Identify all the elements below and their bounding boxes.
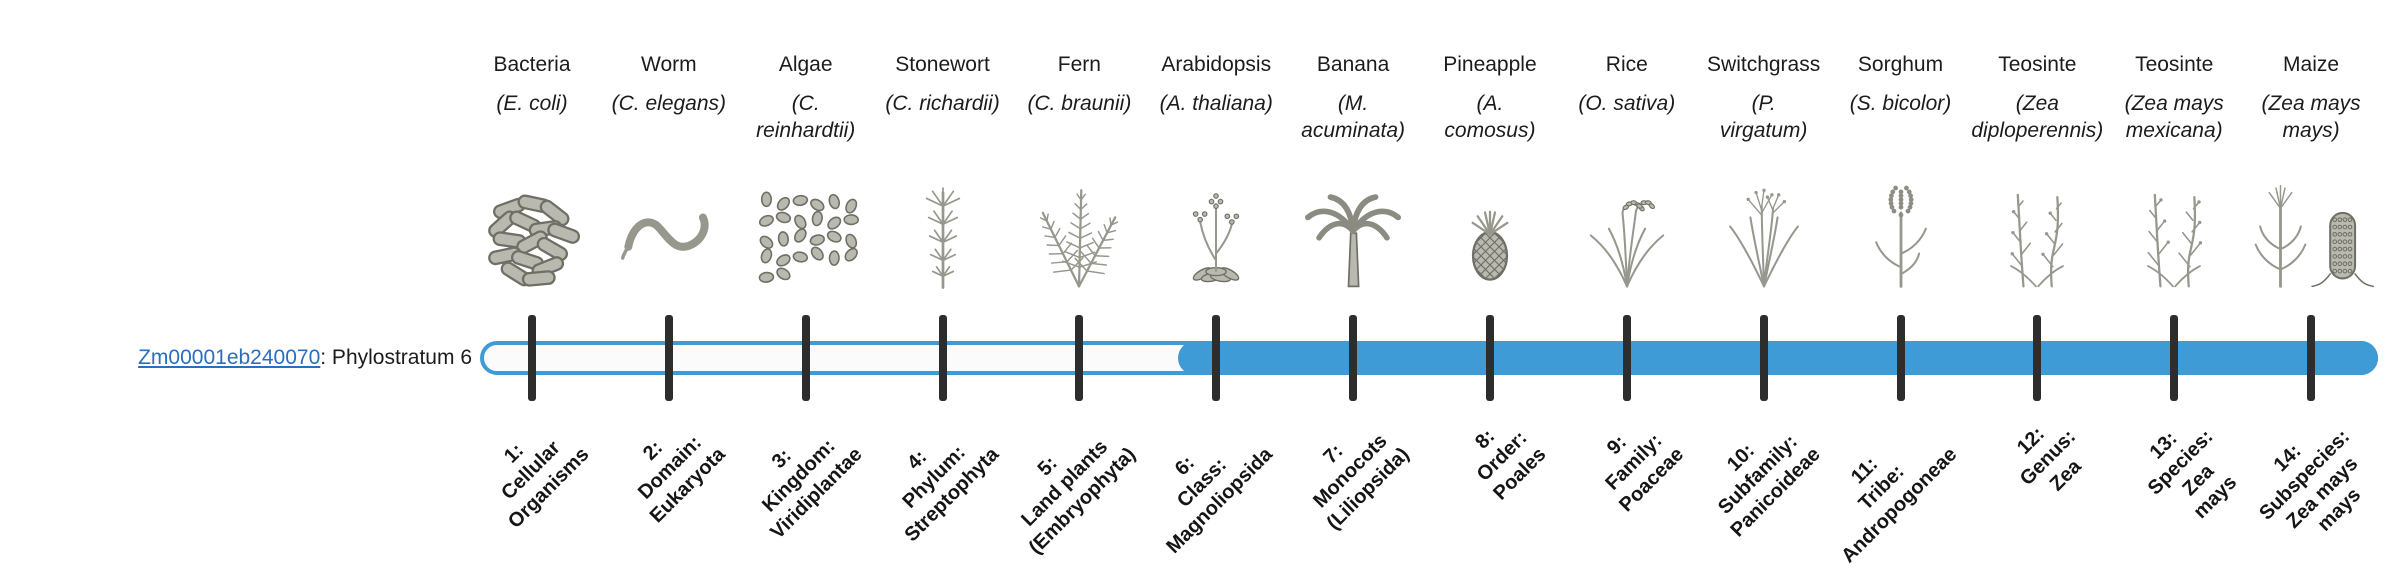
phylostratum-axis-label: 9: Family: Poaceae xyxy=(1601,429,1688,517)
species-common-name: Rice xyxy=(1605,53,1648,76)
species-scientific-name: (Zea diploperennis) xyxy=(1971,92,2104,142)
pineapple-icon xyxy=(1433,179,1546,297)
phylostratum-tick xyxy=(1896,315,1905,401)
species-common-name: Sorghum xyxy=(1857,53,1944,76)
phylostratum-axis-label: 3: Kingdom: Viridiplantae xyxy=(758,435,867,544)
species-common-name: Bacteria xyxy=(493,53,571,76)
species-common-name: Stonewort xyxy=(895,53,990,76)
phylostratum-axis-label: 6: Class: Magnoliopsida xyxy=(1162,443,1278,558)
species-scientific-name: (C. richardii) xyxy=(885,92,1000,116)
phylostratum-axis-label: 7: Monocots (Liliopsida) xyxy=(1309,430,1414,535)
arabidopsis-icon xyxy=(1160,179,1273,297)
phylostratum-axis-label: 12: Genus: Zea xyxy=(2013,422,2086,496)
gene-phylostratum-text: : Phylostratum 6 xyxy=(320,346,472,369)
algae-icon xyxy=(749,179,862,297)
species-header: Arabidopsis (A. thaliana) xyxy=(1125,52,1307,118)
species-scientific-name: (E. coli) xyxy=(496,92,568,116)
species-scientific-name: (S. bicolor) xyxy=(1849,92,1952,116)
species-common-name: Arabidopsis xyxy=(1161,53,1272,76)
stonewort-icon xyxy=(886,179,999,297)
species-common-name: Fern xyxy=(1057,53,1101,76)
phylostratum-tick xyxy=(1759,315,1768,401)
phylostratum-axis-label: 8: Order: Poales xyxy=(1471,425,1551,505)
species-header: Banana (M. acuminata) xyxy=(1262,52,1444,144)
phylostratum-axis-label: 10: Subfamily: Panicoideae xyxy=(1714,431,1825,542)
gene-label: Zm00001eb240070: Phylostratum 6 xyxy=(40,346,472,370)
worm-icon xyxy=(612,179,725,297)
phylostratum-tick xyxy=(1622,315,1631,401)
species-header: Maize (Zea mays mays) xyxy=(2220,52,2400,144)
phylostratum-tick xyxy=(1075,315,1084,401)
species-common-name: Maize xyxy=(2283,53,2340,76)
species-scientific-name: (O. sativa) xyxy=(1578,92,1676,116)
phylostratum-axis-label: 13: Species: Zea mays xyxy=(2143,425,2242,524)
species-common-name: Algae xyxy=(778,53,833,76)
species-header: Bacteria (E. coli) xyxy=(441,52,623,118)
phylostratum-tick xyxy=(2307,315,2316,401)
species-scientific-name: (Zea mays mexicana) xyxy=(2124,92,2224,142)
banana-icon xyxy=(1297,179,1410,297)
sorghum-icon xyxy=(1844,179,1957,297)
species-header: Rice (O. sativa) xyxy=(1536,52,1718,118)
phylostratum-axis-label: 4: Phylum: Streptophyta xyxy=(898,441,1004,546)
gene-id-link[interactable]: Zm00001eb240070 xyxy=(138,346,321,369)
species-scientific-name: (A. comosus) xyxy=(1444,92,1536,142)
maize-icon xyxy=(2242,179,2380,297)
species-header: Teosinte (Zea diploperennis) xyxy=(1946,52,2128,144)
bacteria-icon xyxy=(476,179,589,297)
phylostratum-tick xyxy=(938,315,947,401)
phylostratum-tick xyxy=(1349,315,1358,401)
species-header: Pineapple (A. comosus) xyxy=(1399,52,1581,144)
species-scientific-name: (A. thaliana) xyxy=(1159,92,1273,116)
phylostratum-tick xyxy=(1212,315,1221,401)
species-header: Fern (C. braunii) xyxy=(988,52,1170,118)
species-common-name: Pineapple xyxy=(1443,53,1537,76)
phylostratum-axis-label: 11: Tribe: Andropogoneae xyxy=(1837,443,1962,568)
phylostratum-axis-label: 2: Domain: Eukaryota xyxy=(634,431,730,528)
phylostratum-tick xyxy=(664,315,673,401)
species-scientific-name: (C. reinhardtii) xyxy=(756,92,856,142)
fern-icon xyxy=(1023,179,1136,297)
species-scientific-name: (C. braunii) xyxy=(1027,92,1132,116)
species-header: Switchgrass (P. virgatum) xyxy=(1673,52,1855,144)
phylostratum-tick xyxy=(2170,315,2179,401)
phylostratum-axis-label: 5: Land plants (Embryophyta) xyxy=(1017,436,1141,559)
species-scientific-name: (M. acuminata) xyxy=(1301,92,1406,142)
species-common-name: Teosinte xyxy=(2135,53,2214,76)
species-header: Sorghum (S. bicolor) xyxy=(1810,52,1992,118)
species-common-name: Banana xyxy=(1316,53,1390,76)
species-header: Algae (C. reinhardtii) xyxy=(715,52,897,144)
phylostratum-tick xyxy=(801,315,810,401)
species-common-name: Switchgrass xyxy=(1707,53,1821,76)
species-scientific-name: (C. elegans) xyxy=(611,92,727,116)
timeline-filled-segment xyxy=(1178,341,2378,375)
species-header: Stonewort (C. richardii) xyxy=(852,52,1034,118)
species-scientific-name: (Zea mays mays) xyxy=(2261,92,2361,142)
species-header: Worm (C. elegans) xyxy=(578,52,760,118)
phylostratum-tick xyxy=(2033,315,2042,401)
rice-icon xyxy=(1570,179,1683,297)
phylostratum-axis-label: 14: Subspecies: Zea mays mays xyxy=(2255,425,2366,536)
species-scientific-name: (P. virgatum) xyxy=(1719,92,1808,142)
phylostratum-tick xyxy=(1485,315,1494,401)
teosinte-mexicana-icon xyxy=(2118,179,2231,297)
species-common-name: Teosinte xyxy=(1998,53,2077,76)
teosinte-diploperennis-icon xyxy=(1981,179,2094,297)
phylostratum-tick xyxy=(528,315,536,401)
phylostratum-axis-label: 1: Cellular Organisms xyxy=(497,436,593,533)
species-common-name: Worm xyxy=(641,53,697,76)
switchgrass-icon xyxy=(1707,179,1820,297)
species-header: Teosinte (Zea mays mexicana) xyxy=(2083,52,2265,144)
